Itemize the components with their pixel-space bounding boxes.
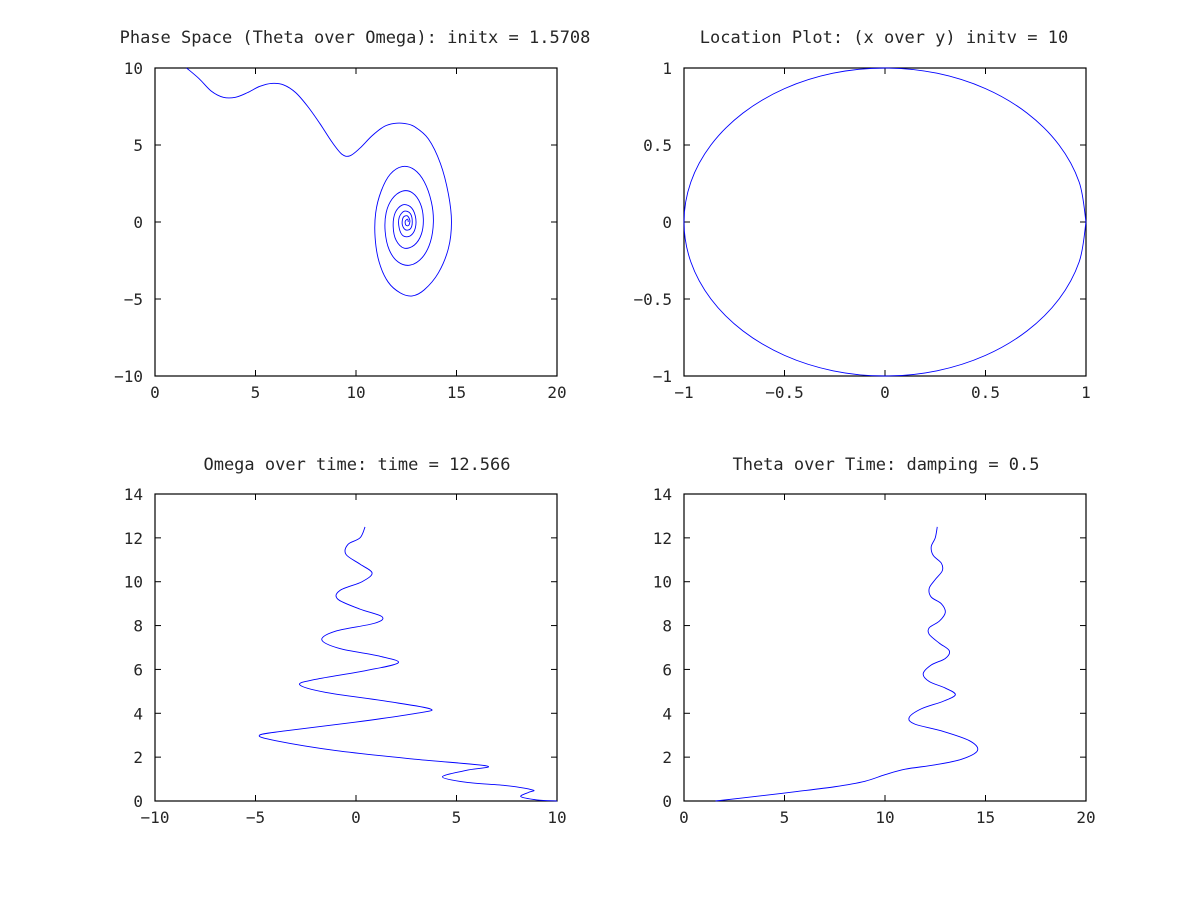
theta-over-time-panel: Theta over Time: damping = 0.5 0 5 10 15 200…	[653, 455, 1096, 827]
location-plot-ytick-label: −0.5	[633, 290, 672, 309]
omega-over-time-ytick-label: 14	[124, 485, 143, 504]
theta-over-time-ytick-label: 6	[662, 660, 672, 679]
omega-over-time-xtick-label: −5	[246, 808, 265, 827]
location-plot-title: Location Plot: (x over y) initv = 10	[700, 28, 1068, 48]
location-plot-curve	[683, 67, 1087, 377]
location-plot-ytick-label: 0.5	[643, 136, 672, 155]
location-plot-ytick-label: 1	[662, 59, 672, 78]
omega-over-time-ytick-label: 2	[133, 748, 143, 767]
omega-over-time-xtick-label: 5	[452, 808, 462, 827]
omega-over-time-panel: Omega over time: time = 12.566 −10 −5 0 5 10…	[124, 455, 567, 827]
location-plot-ticks: −1 −0.5 0 0.5 1 −1 −0.5 0 0.5 1	[633, 59, 1090, 402]
phase-space-xtick-label: 0	[150, 383, 160, 402]
theta-over-time-xtick-label: 5	[780, 808, 790, 827]
omega-over-time-curve	[258, 526, 558, 802]
phase-space-ytick-label: −10	[114, 367, 143, 386]
theta-over-time-ytick-label: 14	[653, 485, 672, 504]
theta-over-time-ytick-label: 2	[662, 748, 672, 767]
phase-space-curve	[186, 67, 452, 297]
theta-over-time-xtick-label: 15	[976, 808, 995, 827]
theta-over-time-xtick-label: 20	[1076, 808, 1095, 827]
location-plot-xtick-label: 0	[880, 383, 890, 402]
theta-over-time-ytick-label: 8	[662, 617, 672, 636]
theta-over-time-ytick-label: 10	[653, 573, 672, 592]
phase-space-ticks: 0 5 10 15 20 −10 −5 0 5 10	[114, 59, 567, 402]
theta-over-time-xtick-label: 10	[875, 808, 894, 827]
phase-space-ytick-label: 10	[124, 59, 143, 78]
omega-over-time-xtick-label: −10	[141, 808, 170, 827]
omega-over-time-xtick-label: 10	[547, 808, 566, 827]
phase-space-panel: Phase Space (Theta over Omega): initx = …	[114, 28, 590, 402]
theta-over-time-ytick-label: 0	[662, 792, 672, 811]
theta-over-time-title: Theta over Time: damping = 0.5	[732, 455, 1039, 475]
phase-space-ytick-label: −5	[124, 290, 143, 309]
phase-space-xtick-label: 20	[547, 383, 566, 402]
theta-over-time-ticks: 0 5 10 15 20 0 2 4 6 8 10 12 14	[653, 485, 1096, 827]
phase-space-title: Phase Space (Theta over Omega): initx = …	[120, 28, 591, 48]
omega-over-time-ytick-label: 6	[133, 660, 143, 679]
theta-over-time-ytick-label: 4	[662, 704, 672, 723]
theta-over-time-xtick-label: 0	[679, 808, 689, 827]
phase-space-ytick-label: 5	[133, 136, 143, 155]
omega-over-time-ticks: −10 −5 0 5 10 0 2 4 6 8 10 12 14	[124, 485, 567, 827]
omega-over-time-xtick-label: 0	[351, 808, 361, 827]
phase-space-xtick-label: 15	[447, 383, 466, 402]
theta-over-time-curve	[715, 526, 979, 802]
omega-over-time-title: Omega over time: time = 12.566	[203, 455, 510, 475]
location-plot-ytick-label: −1	[653, 367, 672, 386]
theta-over-time-ytick-label: 12	[653, 529, 672, 548]
phase-space-ytick-label: 0	[133, 213, 143, 232]
omega-over-time-ytick-label: 10	[124, 573, 143, 592]
location-plot-xtick-label: −0.5	[765, 383, 804, 402]
omega-over-time-ytick-label: 12	[124, 529, 143, 548]
location-plot-panel: Location Plot: (x over y) initv = 10 −1−…	[633, 28, 1090, 402]
location-plot-xtick-label: 1	[1081, 383, 1091, 402]
omega-over-time-ytick-label: 4	[133, 704, 143, 723]
location-plot-ytick-label: 0	[662, 213, 672, 232]
omega-over-time-ytick-label: 8	[133, 617, 143, 636]
location-plot-xtick-label: 0.5	[971, 383, 1000, 402]
location-plot-xtick-label: −1	[674, 383, 693, 402]
omega-over-time-ytick-label: 0	[133, 792, 143, 811]
phase-space-xtick-label: 5	[251, 383, 261, 402]
phase-space-xtick-label: 10	[346, 383, 365, 402]
